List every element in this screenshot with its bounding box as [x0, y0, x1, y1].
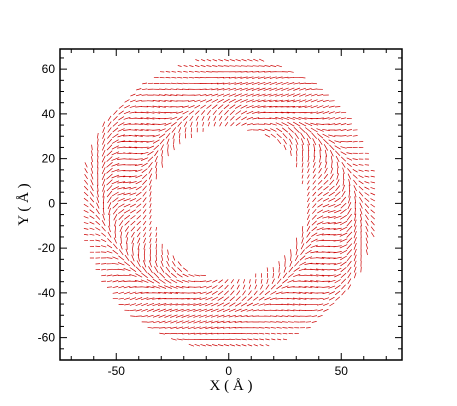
y-tick-label: 40	[42, 107, 56, 121]
x-tick-label: 50	[335, 364, 349, 378]
x-tick-label: -50	[108, 364, 126, 378]
displacement-vectors	[83, 58, 376, 347]
y-axis-label: Y ( Å )	[16, 183, 32, 225]
x-tick-label: 0	[225, 364, 232, 378]
y-tick-label: 20	[42, 152, 56, 166]
x-axis-label: X ( Å )	[210, 378, 253, 394]
y-tick-label: -40	[38, 286, 56, 300]
vector-field	[83, 58, 376, 347]
plot-frame	[59, 48, 403, 361]
y-axis-ticks: -60 -40 -20 0 20 40 60	[38, 57, 402, 361]
x-axis-ticks: -50 0 50	[70, 49, 387, 378]
y-tick-label: 0	[48, 196, 55, 210]
y-tick-label: -60	[38, 331, 56, 345]
y-tick-label: 60	[42, 62, 56, 76]
y-tick-label: -20	[38, 241, 56, 255]
